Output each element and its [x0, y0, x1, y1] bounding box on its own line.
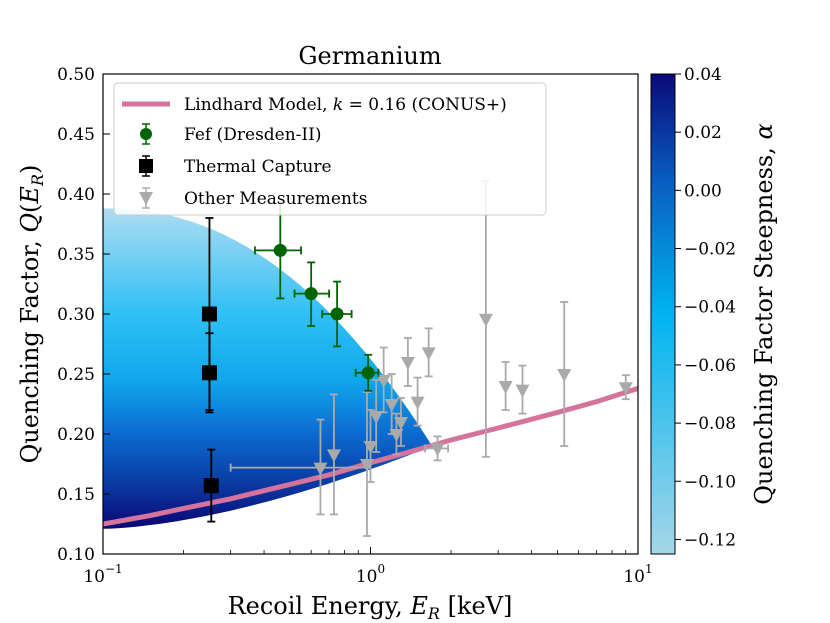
- triangle-down-marker: [515, 384, 530, 398]
- square-marker: [201, 365, 217, 381]
- data-point: [369, 379, 384, 453]
- colorbar-tick-label: −0.08: [684, 414, 736, 434]
- triangle-down-marker: [498, 381, 513, 394]
- y-tick-label: 0.50: [57, 65, 95, 85]
- legend-marker-square: [139, 159, 153, 173]
- legend-label-lindhard: Lindhard Model, k = 0.16 (CONUS+): [184, 95, 507, 115]
- colorbar-gradient: [650, 73, 676, 555]
- data-point: [201, 332, 217, 414]
- triangle-down-marker: [384, 399, 399, 412]
- triangle-down-marker: [618, 382, 633, 396]
- x-tick-label: 101: [623, 562, 652, 587]
- y-tick-label: 0.15: [57, 485, 95, 505]
- circle-marker: [304, 287, 318, 301]
- colorbar-ticks: 0.04 0.02 0.00 −0.02 −0.04 −0.06 −0.08 −0.10 −0.…: [675, 65, 736, 550]
- x-axis-label: Recoil Energy, ER [keV]: [228, 592, 513, 623]
- y-tick-label: 0.40: [57, 185, 95, 205]
- y-tick-label: 0.20: [57, 425, 95, 445]
- y-tick-label: 0.30: [57, 305, 95, 325]
- data-point: [424, 435, 449, 462]
- square-marker: [201, 306, 217, 322]
- legend-entry-lindhard: Lindhard Model, k = 0.16 (CONUS+): [122, 95, 507, 115]
- data-point: [393, 397, 408, 447]
- legend-marker-triangle: [139, 192, 153, 205]
- y-axis-label: Quenching Factor, Q(ER): [16, 165, 47, 464]
- colorbar-tick-label: −0.06: [684, 356, 736, 376]
- legend-box: [113, 82, 547, 216]
- colorbar-tick-label: −0.12: [684, 530, 736, 550]
- y-tick-label: 0.45: [57, 125, 95, 145]
- y-tick-label: 0.10: [57, 545, 95, 565]
- triangle-down-marker: [400, 357, 415, 370]
- series-triangle_down: [229, 179, 633, 537]
- circle-marker: [361, 366, 375, 380]
- colorbar-tick-label: 0.04: [684, 65, 722, 85]
- data-point: [498, 361, 513, 411]
- data-point: [376, 346, 391, 414]
- legend-marker-circle: [140, 128, 152, 140]
- plot-area: 10−1 100 101 0.100.150.200.250.300.350.400…: [57, 65, 653, 587]
- data-point: [254, 201, 302, 300]
- colorbar-tick-label: 0.00: [684, 181, 722, 201]
- series-square: [201, 217, 219, 523]
- y-tick-label: 0.25: [57, 365, 95, 385]
- data-point: [515, 364, 530, 415]
- colorbar-tick-label: −0.04: [684, 298, 736, 318]
- triangle-down-marker: [389, 429, 404, 442]
- data-point: [389, 412, 404, 456]
- data-point: [384, 373, 399, 435]
- x-tick-label: 10−1: [83, 562, 122, 587]
- x-tick-label: 100: [356, 562, 385, 587]
- legend-entry-other: Other Measurements: [139, 187, 367, 209]
- legend-entry-thermal: Thermal Capture: [139, 155, 332, 177]
- data-point: [410, 376, 425, 427]
- data-point: [326, 393, 341, 516]
- steepness-band: [103, 208, 433, 529]
- legend-label-thermal: Thermal Capture: [184, 157, 332, 177]
- data-point: [363, 409, 378, 483]
- triangle-down-marker: [430, 443, 445, 457]
- data-point: [618, 374, 633, 401]
- data-point: [421, 327, 436, 378]
- legend-label-other: Other Measurements: [184, 189, 367, 209]
- legend-entry-fef: Fef (Dresden-II): [140, 123, 322, 145]
- data-point: [478, 179, 493, 458]
- data-point: [293, 261, 330, 327]
- data-point: [321, 280, 353, 348]
- triangle-down-marker: [313, 462, 328, 476]
- circle-marker: [330, 307, 344, 321]
- triangle-down-marker: [363, 441, 378, 454]
- data-point: [354, 353, 380, 392]
- chart-title: Germanium: [298, 42, 442, 70]
- data-point: [400, 337, 415, 387]
- circle-marker: [273, 243, 287, 257]
- x-axis-ticks: 10−1 100 101: [83, 547, 653, 587]
- legend: Lindhard Model, k = 0.16 (CONUS+) Fef (D…: [113, 82, 547, 216]
- triangle-down-marker: [369, 411, 384, 424]
- colorbar: 0.04 0.02 0.00 −0.02 −0.04 −0.06 −0.08 −0.10 −0.…: [650, 65, 778, 555]
- triangle-down-marker: [410, 396, 425, 410]
- y-tick-label: 0.35: [57, 245, 95, 265]
- data-point: [557, 301, 572, 447]
- data-point: [203, 448, 219, 523]
- square-marker: [203, 478, 219, 494]
- triangle-down-marker: [326, 449, 341, 463]
- series-circle: [254, 201, 380, 392]
- legend-label-fef: Fef (Dresden-II): [184, 125, 322, 145]
- colorbar-tick-label: −0.10: [684, 472, 736, 492]
- triangle-down-marker: [393, 417, 408, 430]
- colorbar-label: Quenching Factor Steepness, α: [750, 123, 778, 504]
- colorbar-tick-label: −0.02: [684, 240, 736, 260]
- colorbar-tick-label: 0.02: [684, 123, 722, 143]
- triangle-down-marker: [557, 369, 572, 382]
- triangle-down-marker: [376, 375, 391, 388]
- y-axis-ticks: 0.10 0.15 0.20 0.25 0.30 0.35 0.40 0.45 0.50: [57, 65, 110, 565]
- triangle-down-marker: [421, 347, 436, 361]
- data-point: [229, 418, 372, 516]
- triangle-down-marker: [478, 313, 493, 327]
